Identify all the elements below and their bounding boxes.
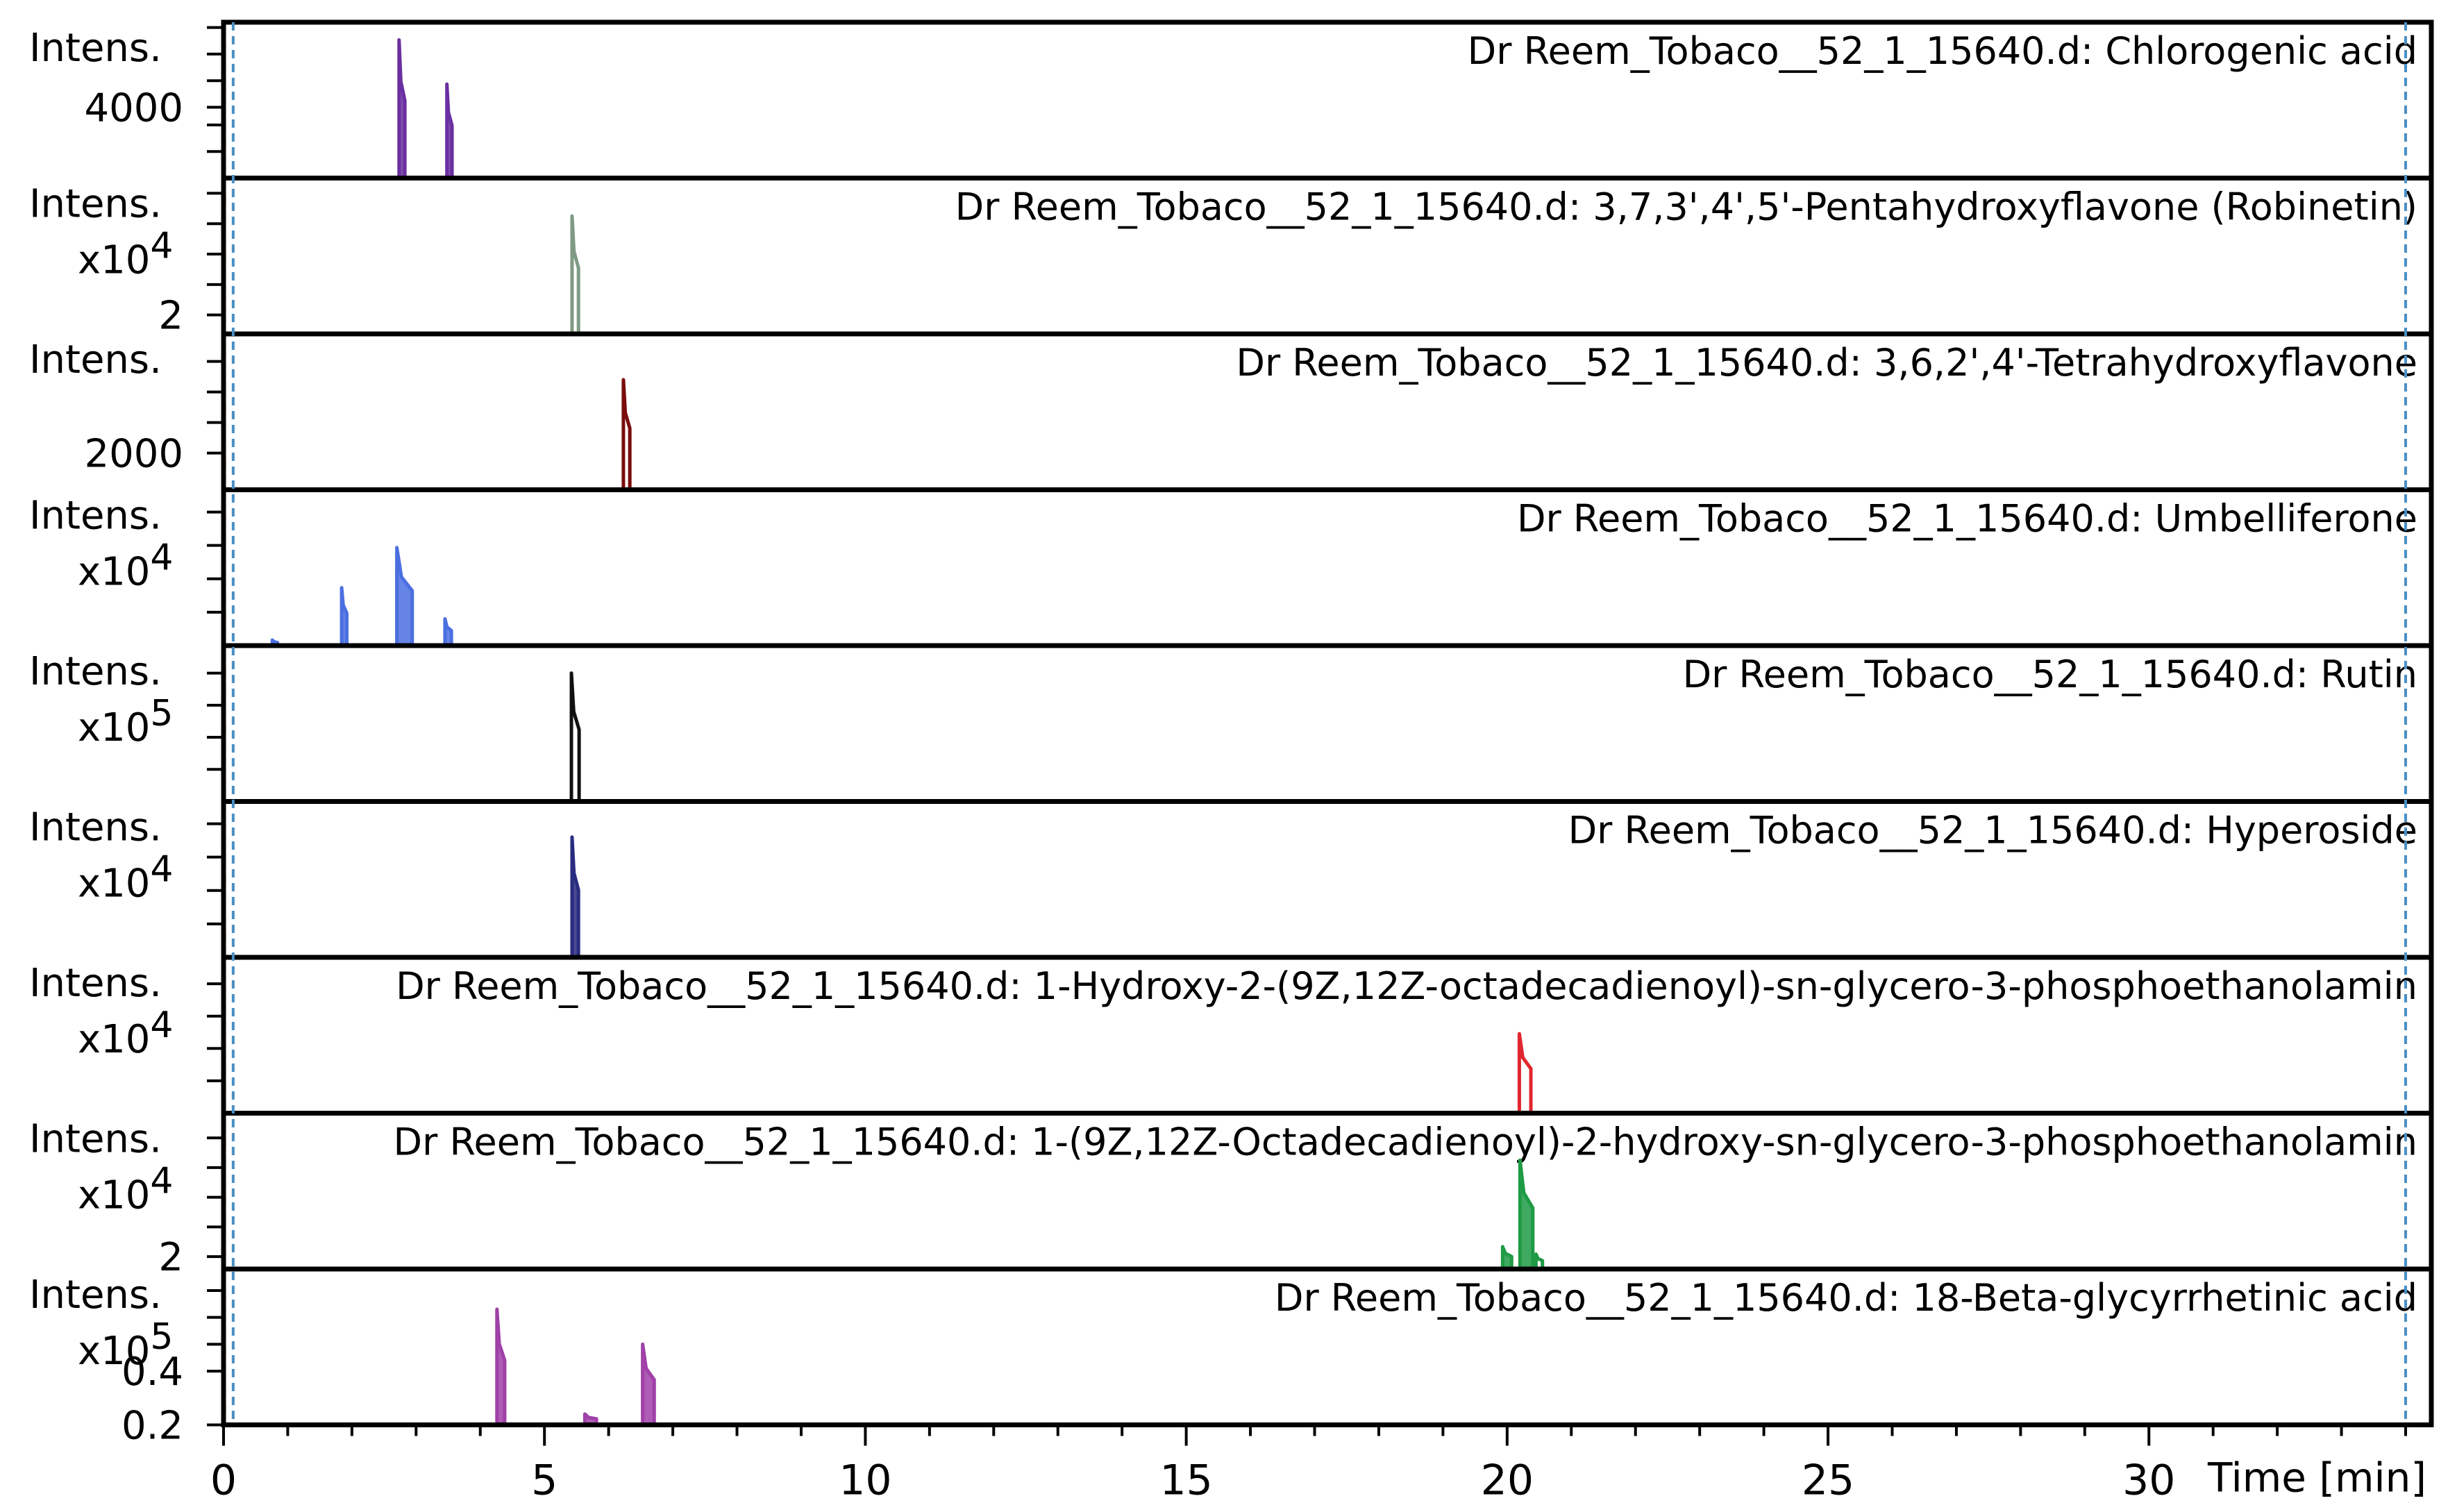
x-tick-label: 5	[531, 1456, 557, 1505]
exponent-power: 5	[150, 693, 173, 734]
peak-trace	[641, 1342, 656, 1425]
y-exponent-label: x104	[78, 849, 174, 907]
chromatogram-panels: Dr Reem_Tobaco__52_1_15640.d: Chlorogeni…	[29, 19, 2434, 1449]
x-axis-label: Time [min]	[2207, 1454, 2426, 1502]
y-exponent-label: x104	[78, 537, 174, 595]
peak-trace	[1500, 1245, 1513, 1269]
y-tick-label: 0.4	[121, 1350, 183, 1395]
panel-title: Dr Reem_Tobaco__52_1_15640.d: 3,7,3',4',…	[955, 185, 2417, 229]
panel-7: Dr Reem_Tobaco__52_1_15640.d: 1-Hydroxy-…	[29, 955, 2434, 1116]
panel-6: Dr Reem_Tobaco__52_1_15640.d: Hyperoside…	[29, 799, 2434, 960]
exponent-base: x10	[78, 1173, 150, 1218]
x-tick-label: 25	[1802, 1456, 1854, 1505]
peak-trace	[1518, 1158, 1535, 1269]
peak-trace	[445, 82, 454, 178]
peak-trace	[582, 1412, 598, 1425]
peak-trace	[339, 586, 349, 646]
panel-1: Dr Reem_Tobaco__52_1_15640.d: Chlorogeni…	[29, 19, 2434, 180]
y-tick-label: 0.2	[121, 1404, 183, 1449]
panel-4: Dr Reem_Tobaco__52_1_15640.d: Umbellifer…	[29, 487, 2434, 648]
panel-3: Dr Reem_Tobaco__52_1_15640.d: 3,6,2',4'-…	[29, 331, 2434, 492]
x-tick-label: 30	[2122, 1456, 2175, 1505]
panel-title: Dr Reem_Tobaco__52_1_15640.d: Umbellifer…	[1517, 497, 2417, 541]
time-marker-lines	[231, 22, 2408, 1425]
panel-5: Dr Reem_Tobaco__52_1_15640.d: Rutin Inten…	[29, 643, 2434, 804]
y-axis-label: Intens.	[29, 1117, 162, 1162]
y-axis-label: Intens.	[29, 961, 162, 1006]
y-exponent-label: x104	[78, 1161, 174, 1218]
y-axis-label: Intens.	[29, 26, 162, 71]
peak-trace	[495, 1307, 507, 1425]
panel-title: Dr Reem_Tobaco__52_1_15640.d: 3,6,2',4'-…	[1236, 341, 2417, 385]
panel-title: Dr Reem_Tobaco__52_1_15640.d: Hyperoside	[1568, 809, 2417, 852]
time-axis: 0 5 10 15 20 25 30 Time [min]	[210, 1422, 2431, 1505]
y-axis-label: Intens.	[29, 649, 162, 694]
peak-trace	[443, 617, 453, 646]
exponent-base: x10	[78, 238, 150, 283]
peak-trace	[1517, 1032, 1533, 1114]
y-tick-label: 2000	[84, 432, 183, 477]
y-axis-label: Intens.	[29, 805, 162, 850]
exponent-power: 5	[150, 1316, 173, 1358]
exponent-base: x10	[78, 550, 150, 595]
x-tick-label: 0	[210, 1456, 237, 1505]
y-exponent-label: x104	[78, 226, 174, 283]
peak-trace	[569, 671, 581, 802]
panel-title: Dr Reem_Tobaco__52_1_15640.d: 1-Hydroxy-…	[396, 964, 2417, 1008]
x-tick-label: 10	[839, 1456, 891, 1505]
peak-trace	[570, 835, 580, 957]
panel-title: Dr Reem_Tobaco__52_1_15640.d: 1-(9Z,12Z-…	[394, 1120, 2418, 1164]
y-tick-label: 2	[158, 1235, 183, 1280]
exponent-power: 4	[150, 226, 173, 267]
exponent-base: x10	[78, 705, 150, 750]
y-exponent-label: x105	[78, 1316, 174, 1374]
x-tick-label: 15	[1159, 1456, 1212, 1505]
panel-2: Dr Reem_Tobaco__52_1_15640.d: 3,7,3',4',…	[29, 176, 2434, 339]
peak-trace	[621, 378, 632, 490]
x-tick-label: 20	[1481, 1456, 1534, 1505]
exponent-power: 4	[150, 1005, 173, 1046]
panel-9: Dr Reem_Tobaco__52_1_15640.d: 18-Beta-gl…	[29, 1266, 2434, 1449]
panel-title: Dr Reem_Tobaco__52_1_15640.d: 18-Beta-gl…	[1275, 1276, 2417, 1320]
peak-trace	[395, 546, 414, 646]
y-exponent-label: x105	[78, 693, 174, 750]
exponent-base: x10	[78, 1017, 150, 1062]
panel-title: Dr Reem_Tobaco__52_1_15640.d: Chlorogeni…	[1468, 29, 2417, 73]
peak-trace	[397, 38, 407, 178]
exponent-power: 4	[150, 849, 173, 891]
y-axis-label: Intens.	[29, 1272, 162, 1318]
peak-trace	[570, 214, 580, 334]
exponent-base: x10	[78, 1329, 150, 1374]
y-tick-label: 4000	[84, 85, 183, 131]
panel-title: Dr Reem_Tobaco__52_1_15640.d: Rutin	[1683, 653, 2417, 696]
exponent-base: x10	[78, 862, 150, 907]
y-axis-label: Intens.	[29, 182, 162, 227]
y-axis-label: Intens.	[29, 337, 162, 383]
y-axis-label: Intens.	[29, 494, 162, 539]
panel-8: Dr Reem_Tobaco__52_1_15640.d: 1-(9Z,12Z-…	[29, 1111, 2434, 1280]
y-exponent-label: x104	[78, 1005, 174, 1062]
y-tick-label: 2	[158, 294, 183, 339]
peak-trace	[1534, 1252, 1545, 1269]
exponent-power: 4	[150, 1161, 173, 1202]
exponent-power: 4	[150, 537, 173, 579]
